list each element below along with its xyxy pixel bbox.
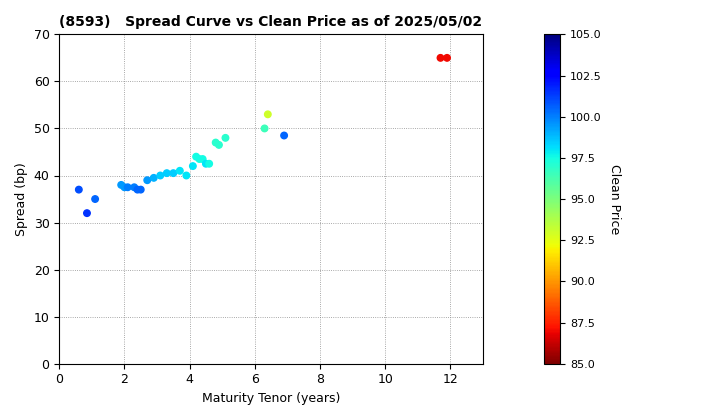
Point: [213, 142, 225, 148]
Point: [194, 156, 205, 163]
Point: [119, 184, 130, 191]
Point: [190, 153, 202, 160]
Point: [73, 186, 84, 193]
Point: [220, 134, 231, 141]
Point: [155, 172, 166, 179]
Point: [262, 111, 274, 118]
Point: [258, 125, 270, 132]
Point: [142, 177, 153, 184]
Point: [200, 160, 212, 167]
Point: [210, 139, 222, 146]
Point: [122, 184, 133, 191]
Point: [81, 210, 93, 216]
Point: [174, 168, 186, 174]
Point: [161, 170, 173, 176]
Text: (8593)   Spread Curve vs Clean Price as of 2025/05/02: (8593) Spread Curve vs Clean Price as of…: [59, 15, 482, 29]
Point: [187, 163, 199, 169]
Point: [148, 174, 160, 181]
X-axis label: Maturity Tenor (years): Maturity Tenor (years): [202, 392, 341, 405]
Point: [89, 196, 101, 202]
Point: [435, 55, 446, 61]
Point: [197, 156, 208, 163]
Point: [204, 160, 215, 167]
Y-axis label: Clean Price: Clean Price: [608, 164, 621, 234]
Y-axis label: Spread (bp): Spread (bp): [15, 162, 28, 236]
Point: [441, 55, 453, 61]
Point: [128, 184, 140, 191]
Point: [135, 186, 146, 193]
Point: [115, 181, 127, 188]
Point: [181, 172, 192, 179]
Point: [168, 170, 179, 176]
Point: [279, 132, 290, 139]
Point: [132, 186, 143, 193]
